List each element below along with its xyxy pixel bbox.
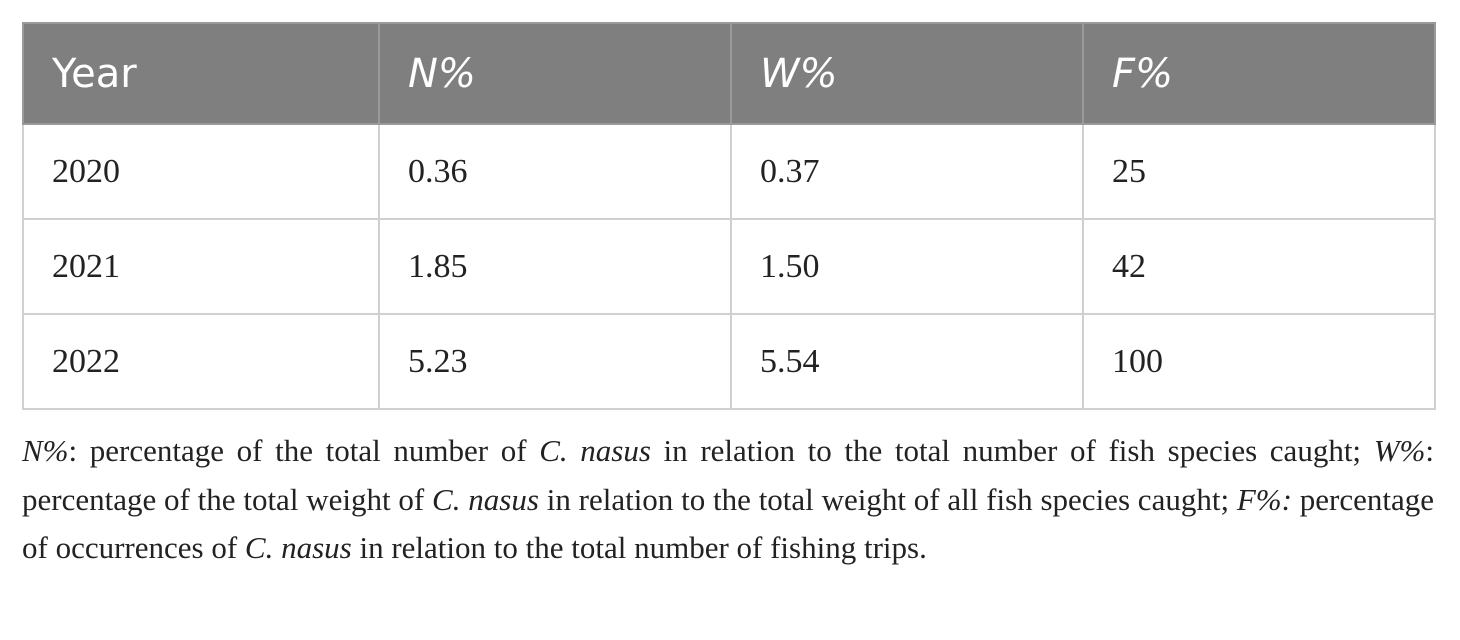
footnote-text: N% — [22, 433, 69, 468]
footnote-text: in relation to the total number of fishi… — [351, 530, 927, 565]
footnote-text: : percentage of the total number of — [68, 433, 540, 468]
header-cell: W% — [730, 22, 1084, 125]
table-row: 2021 1.85 1.50 42 — [22, 218, 1436, 315]
table-cell: 1.85 — [378, 218, 732, 315]
footnote-text: W% — [1373, 433, 1426, 468]
table-body: 2020 0.36 0.37 25 2021 1.85 1.50 42 2022 5.23 5.54… — [22, 123, 1436, 410]
footnote-text: in relation to the total weight of all f… — [538, 481, 1237, 517]
header-cell: Year — [22, 22, 380, 125]
table-cell: 42 — [1082, 218, 1436, 315]
table-cell: 2021 — [22, 218, 380, 315]
table-row: 2022 5.23 5.54 100 — [22, 313, 1436, 410]
footnote-text: C. nasus — [539, 433, 651, 468]
table-row: 2020 0.36 0.37 25 — [22, 123, 1436, 220]
footnote-text: percentage of occurrences of — [22, 481, 1434, 566]
table-cell: 2020 — [22, 123, 380, 220]
table-cell: 0.37 — [730, 123, 1084, 220]
header-row: Year N% W% F% — [22, 22, 1436, 125]
header-cell: F% — [1082, 22, 1436, 125]
footnote-text: C. nasus — [432, 481, 539, 517]
table-cell: 5.23 — [378, 313, 732, 410]
footnote: N%: percentage of the total number of C.… — [22, 427, 1434, 573]
table-cell: 5.54 — [730, 313, 1084, 410]
footnote-text: F%: — [1236, 481, 1292, 517]
footnote-text: C. nasus — [244, 530, 352, 565]
footnote-text: in relation to the total number of fish … — [650, 433, 1374, 468]
table-cell: 0.36 — [378, 123, 732, 220]
table-cell: 25 — [1082, 123, 1436, 220]
footnote-text: : percentage of the total weight of — [22, 433, 1434, 517]
table-cell: 2022 — [22, 313, 380, 410]
header-cell: N% — [378, 22, 732, 125]
table-cell: 100 — [1082, 313, 1436, 410]
table-cell: 1.50 — [730, 218, 1084, 315]
data-table: Year N% W% F% 2020 0.36 0.37 25 2021 1.85 1.50… — [22, 22, 1436, 410]
